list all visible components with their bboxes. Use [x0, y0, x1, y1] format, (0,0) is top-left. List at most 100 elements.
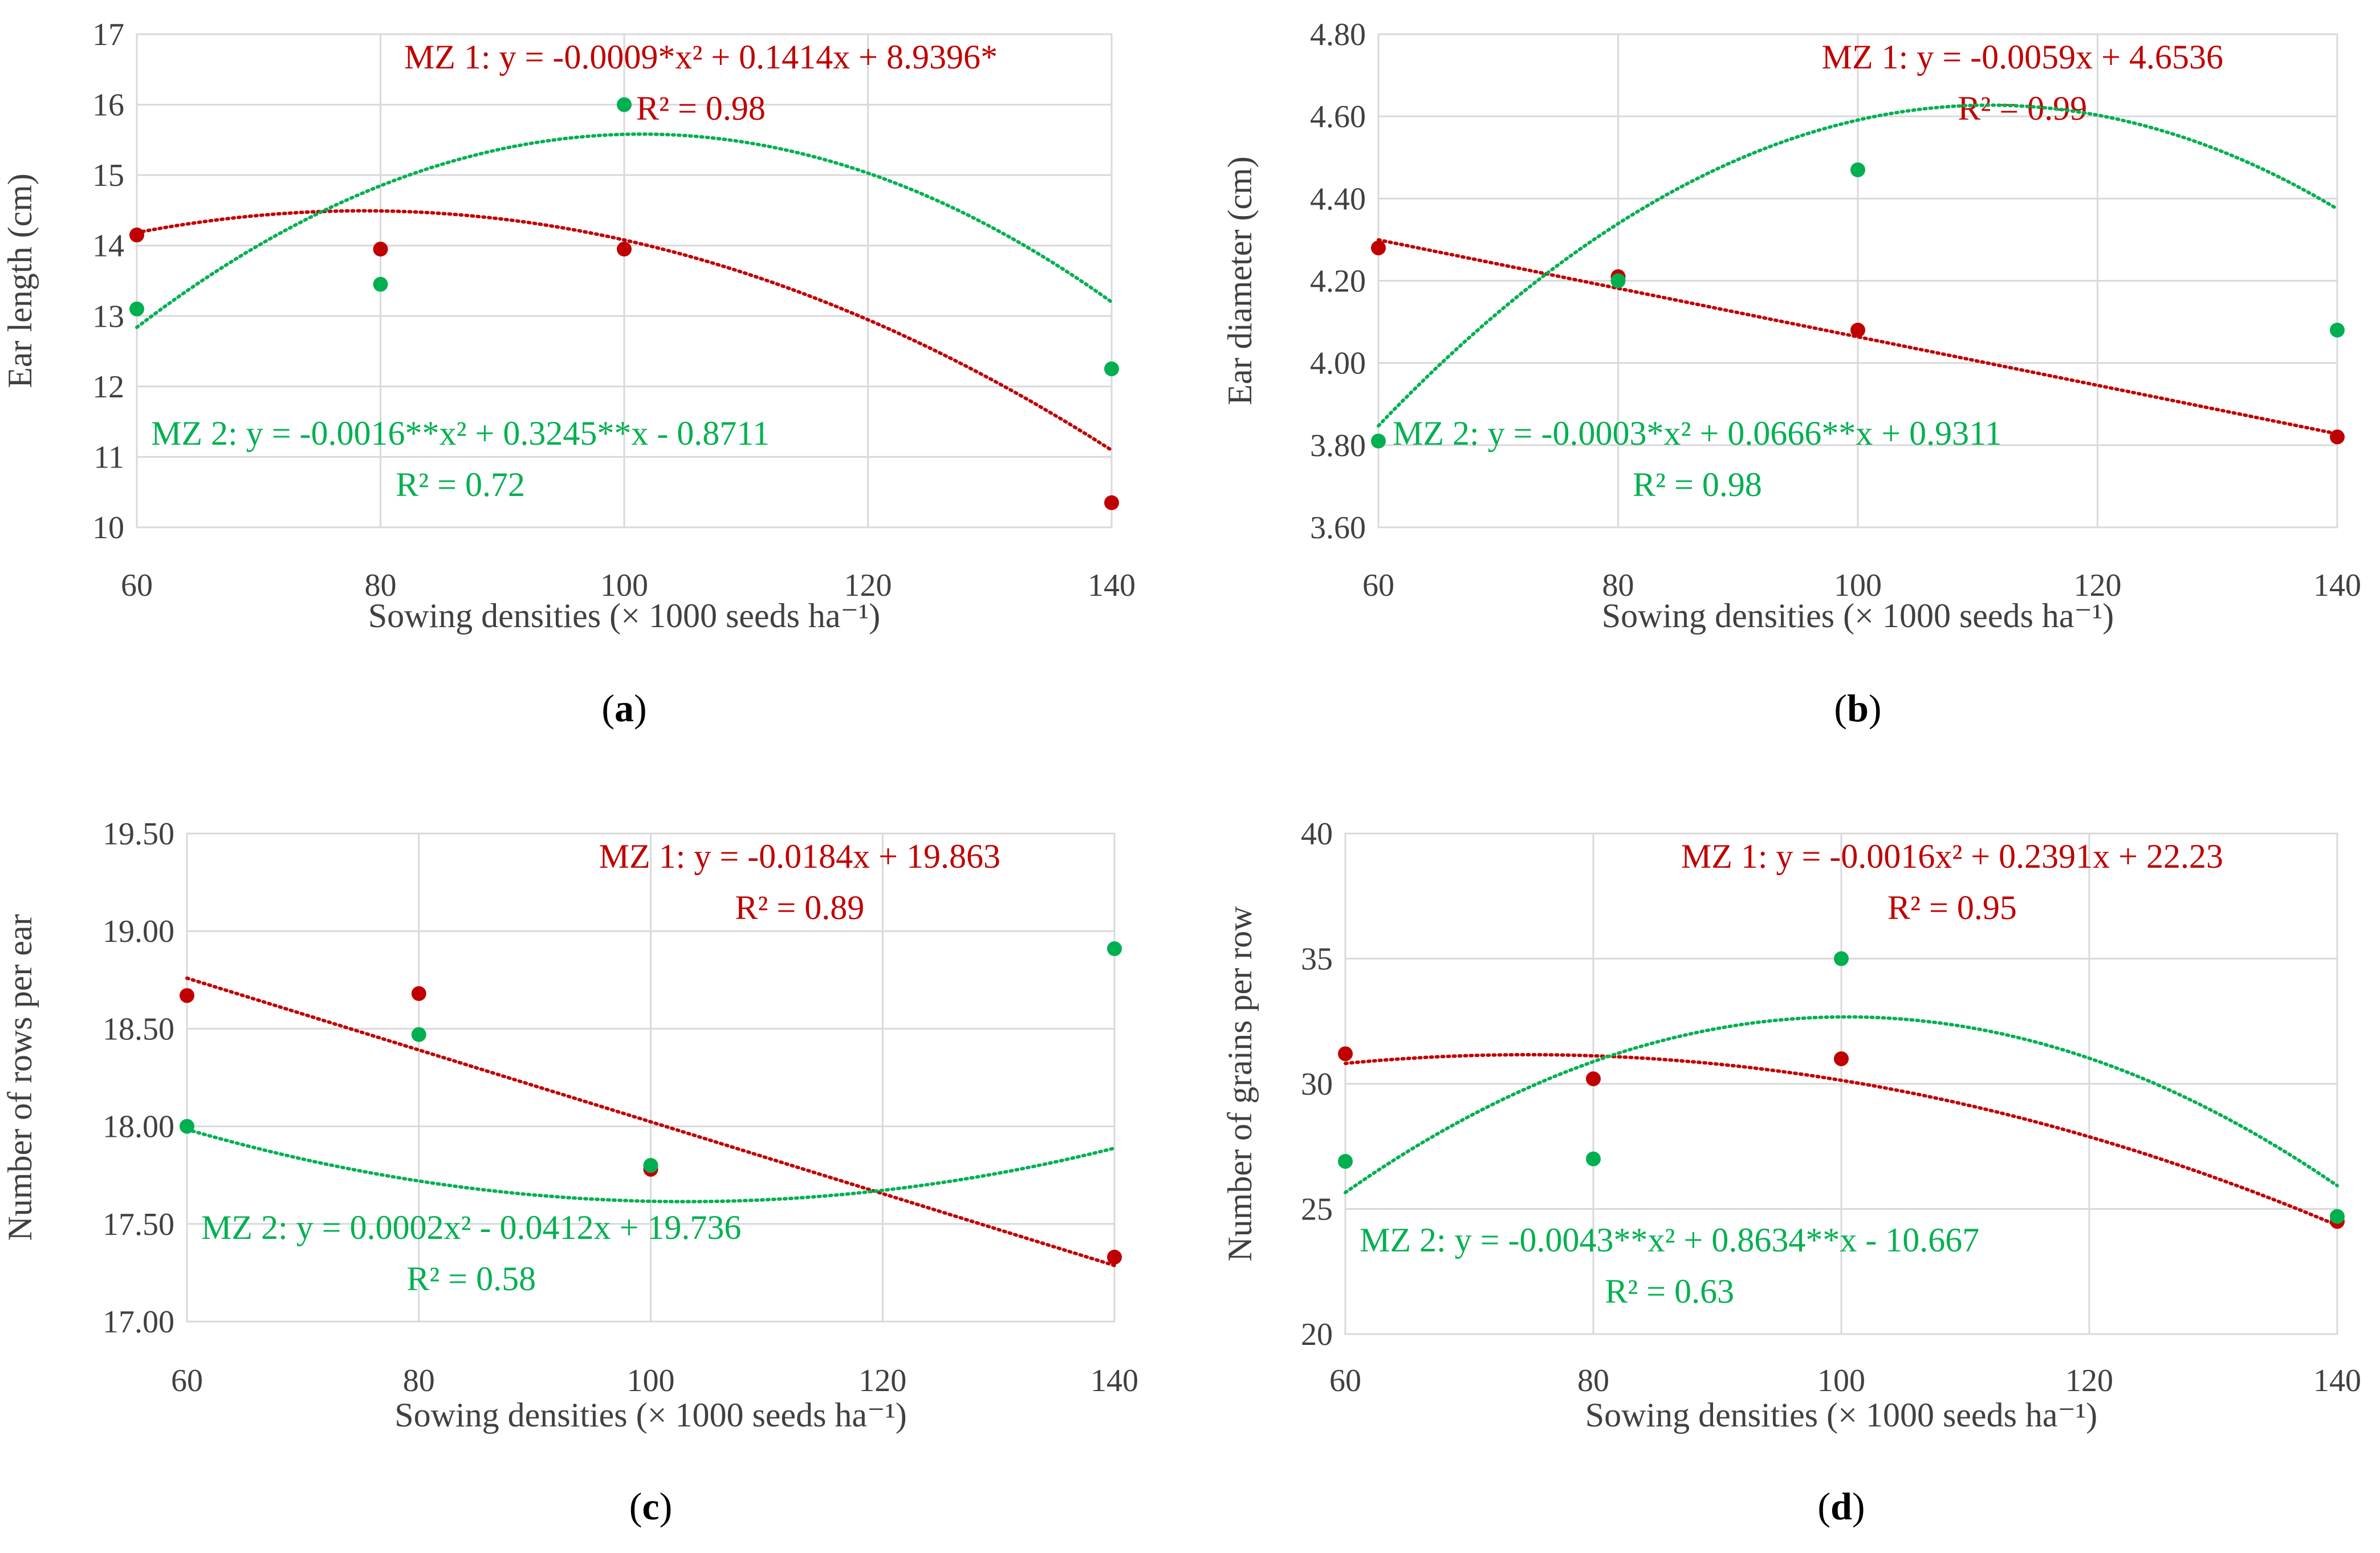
mz1-r-squared: R² = 0.89: [735, 889, 864, 926]
y-tick-label: 3.80: [1310, 428, 1366, 464]
caption-paren: ): [634, 686, 647, 730]
mz2-equation: MZ 2: y = -0.0016**x² + 0.3245**x - 0.87…: [151, 414, 770, 452]
mz2-data-point: [1610, 273, 1626, 288]
panel-caption: (c): [629, 1485, 673, 1528]
y-tick-label: 35: [1301, 942, 1333, 977]
y-tick-label: 40: [1301, 816, 1333, 852]
mz2-data-point: [1371, 433, 1386, 449]
mz1-r-squared: R² = 0.98: [636, 90, 766, 127]
x-tick-label: 140: [2313, 568, 2361, 603]
caption-paren: (: [601, 686, 615, 730]
mz2-equation: MZ 2: y = -0.0043**x² + 0.8634**x - 10.6…: [1360, 1221, 1979, 1259]
mz1-data-point: [1834, 1051, 1849, 1067]
y-tick-label: 12: [92, 369, 124, 405]
mz1-equation: MZ 1: y = -0.0009*x² + 0.1414x + 8.9396*: [404, 38, 998, 76]
y-tick-label: 19.50: [103, 816, 174, 852]
chart-panel-b: 3.60 3.80 4.00 4.20 4.40 4.60 4.80 60 80 100 120 14…: [1221, 17, 2361, 730]
x-tick-label: 120: [859, 1363, 906, 1398]
mz1-data-point: [2330, 429, 2345, 445]
mz1-data-point: [1850, 323, 1865, 338]
mz2-equation: MZ 2: y = -0.0003*x² + 0.0666**x + 0.931…: [1393, 414, 2002, 452]
mz2-data-point: [2330, 323, 2345, 338]
mz1-data-point: [1586, 1071, 1601, 1087]
caption-paren: ): [660, 1485, 673, 1528]
caption-letter: d: [1830, 1485, 1852, 1528]
mz2-data-point: [1834, 951, 1849, 966]
y-axis-label: Ear length (cm): [1, 173, 39, 388]
panel-caption: (d): [1817, 1485, 1865, 1528]
chart-panel-c: 17.00 17.50 18.00 18.50 19.00 19.50 60 80 100 120…: [1, 816, 1138, 1528]
mz1-data-point: [411, 986, 426, 1001]
x-tick-label: 140: [2313, 1363, 2361, 1398]
mz2-data-point: [1586, 1151, 1601, 1166]
caption-paren: ): [1869, 686, 1882, 730]
x-tick-label: 120: [2074, 568, 2122, 603]
mz2-equation: MZ 2: y = 0.0002x² - 0.0412x + 19.736: [201, 1209, 741, 1246]
mz2-trendline: [135, 132, 1113, 330]
x-tick-label: 80: [1577, 1363, 1609, 1398]
y-tick-label: 25: [1301, 1192, 1333, 1227]
x-tick-label: 120: [844, 568, 892, 603]
y-axis-label: Number of rows per ear: [1, 914, 39, 1241]
y-tick-label: 17.00: [103, 1304, 174, 1340]
caption-letter: a: [615, 686, 634, 730]
y-tick-label: 4.60: [1310, 99, 1366, 135]
panel-caption: (a): [601, 686, 646, 730]
caption-paren: ): [1852, 1485, 1865, 1528]
mz1-r-squared: R² = 0.99: [1958, 90, 2087, 127]
y-tick-label: 20: [1301, 1317, 1333, 1352]
mz1-data-point: [373, 241, 388, 257]
y-tick-label: 15: [92, 158, 124, 193]
mz2-data-point: [129, 301, 144, 316]
mz1-data-point: [1107, 1250, 1122, 1265]
y-tick-label: 11: [93, 440, 124, 475]
y-tick-label: 4.80: [1310, 17, 1366, 52]
mz1-data-point: [180, 988, 194, 1003]
x-tick-label: 80: [1602, 568, 1634, 603]
x-axis-label: Sowing densities (× 1000 seeds ha⁻¹): [394, 1396, 906, 1434]
x-tick-label: 120: [2065, 1363, 2113, 1398]
y-axis-label: Ear diameter (cm): [1221, 156, 1259, 405]
mz1-data-point: [617, 241, 632, 257]
mz2-data-point: [2330, 1209, 2345, 1224]
x-tick-label: 60: [121, 568, 153, 603]
x-tick-label: 100: [600, 568, 648, 603]
y-tick-label: 19.00: [103, 914, 174, 949]
y-tick-label: 14: [92, 229, 124, 264]
mz1-data-point: [1338, 1046, 1353, 1062]
y-tick-label: 30: [1301, 1067, 1333, 1102]
mz1-trendline: [1344, 1053, 2339, 1227]
mz2-data-point: [617, 97, 632, 112]
x-axis-label: Sowing densities (× 1000 seeds ha⁻¹): [368, 597, 880, 635]
mz2-r-squared: R² = 0.58: [406, 1260, 536, 1298]
y-axis-label: Number of grains per row: [1221, 906, 1259, 1262]
mz2-data-point: [411, 1027, 426, 1042]
caption-letter: c: [642, 1485, 659, 1528]
mz1-equation: MZ 1: y = -0.0059x + 4.6536: [1822, 38, 2223, 76]
y-tick-label: 10: [92, 510, 124, 546]
mz2-trendline: [1344, 1015, 2339, 1194]
y-tick-label: 3.60: [1310, 510, 1366, 546]
mz1-data-point: [1104, 495, 1119, 510]
mz1-data-point: [129, 227, 144, 243]
x-axis-label: Sowing densities (× 1000 seeds ha⁻¹): [1602, 597, 2114, 635]
mz1-equation: MZ 1: y = -0.0016x² + 0.2391x + 22.23: [1681, 838, 2223, 875]
x-tick-label: 100: [1817, 1363, 1865, 1398]
y-tick-label: 4.00: [1310, 346, 1366, 381]
mz1-data-point: [1371, 240, 1386, 255]
x-tick-label: 80: [365, 568, 397, 603]
x-axis-label: Sowing densities (× 1000 seeds ha⁻¹): [1585, 1396, 2097, 1434]
x-tick-label: 60: [1362, 568, 1394, 603]
mz2-data-point: [373, 277, 388, 292]
caption-paren: (: [1834, 686, 1847, 730]
mz1-trendline: [135, 209, 1113, 452]
mz2-data-point: [1107, 941, 1122, 957]
x-tick-label: 80: [403, 1363, 435, 1398]
chart-panel-a: 10 11 12 13 14 15 16 17 60 80 100 120 140 Sowing dens…: [1, 17, 1136, 730]
y-tick-label: 17: [92, 17, 124, 52]
x-tick-label: 100: [627, 1363, 675, 1398]
mz1-equation: MZ 1: y = -0.0184x + 19.863: [599, 838, 1000, 875]
y-tick-label: 18.50: [103, 1011, 174, 1047]
caption-paren: (: [1817, 1485, 1830, 1528]
y-tick-label: 17.50: [103, 1207, 174, 1242]
